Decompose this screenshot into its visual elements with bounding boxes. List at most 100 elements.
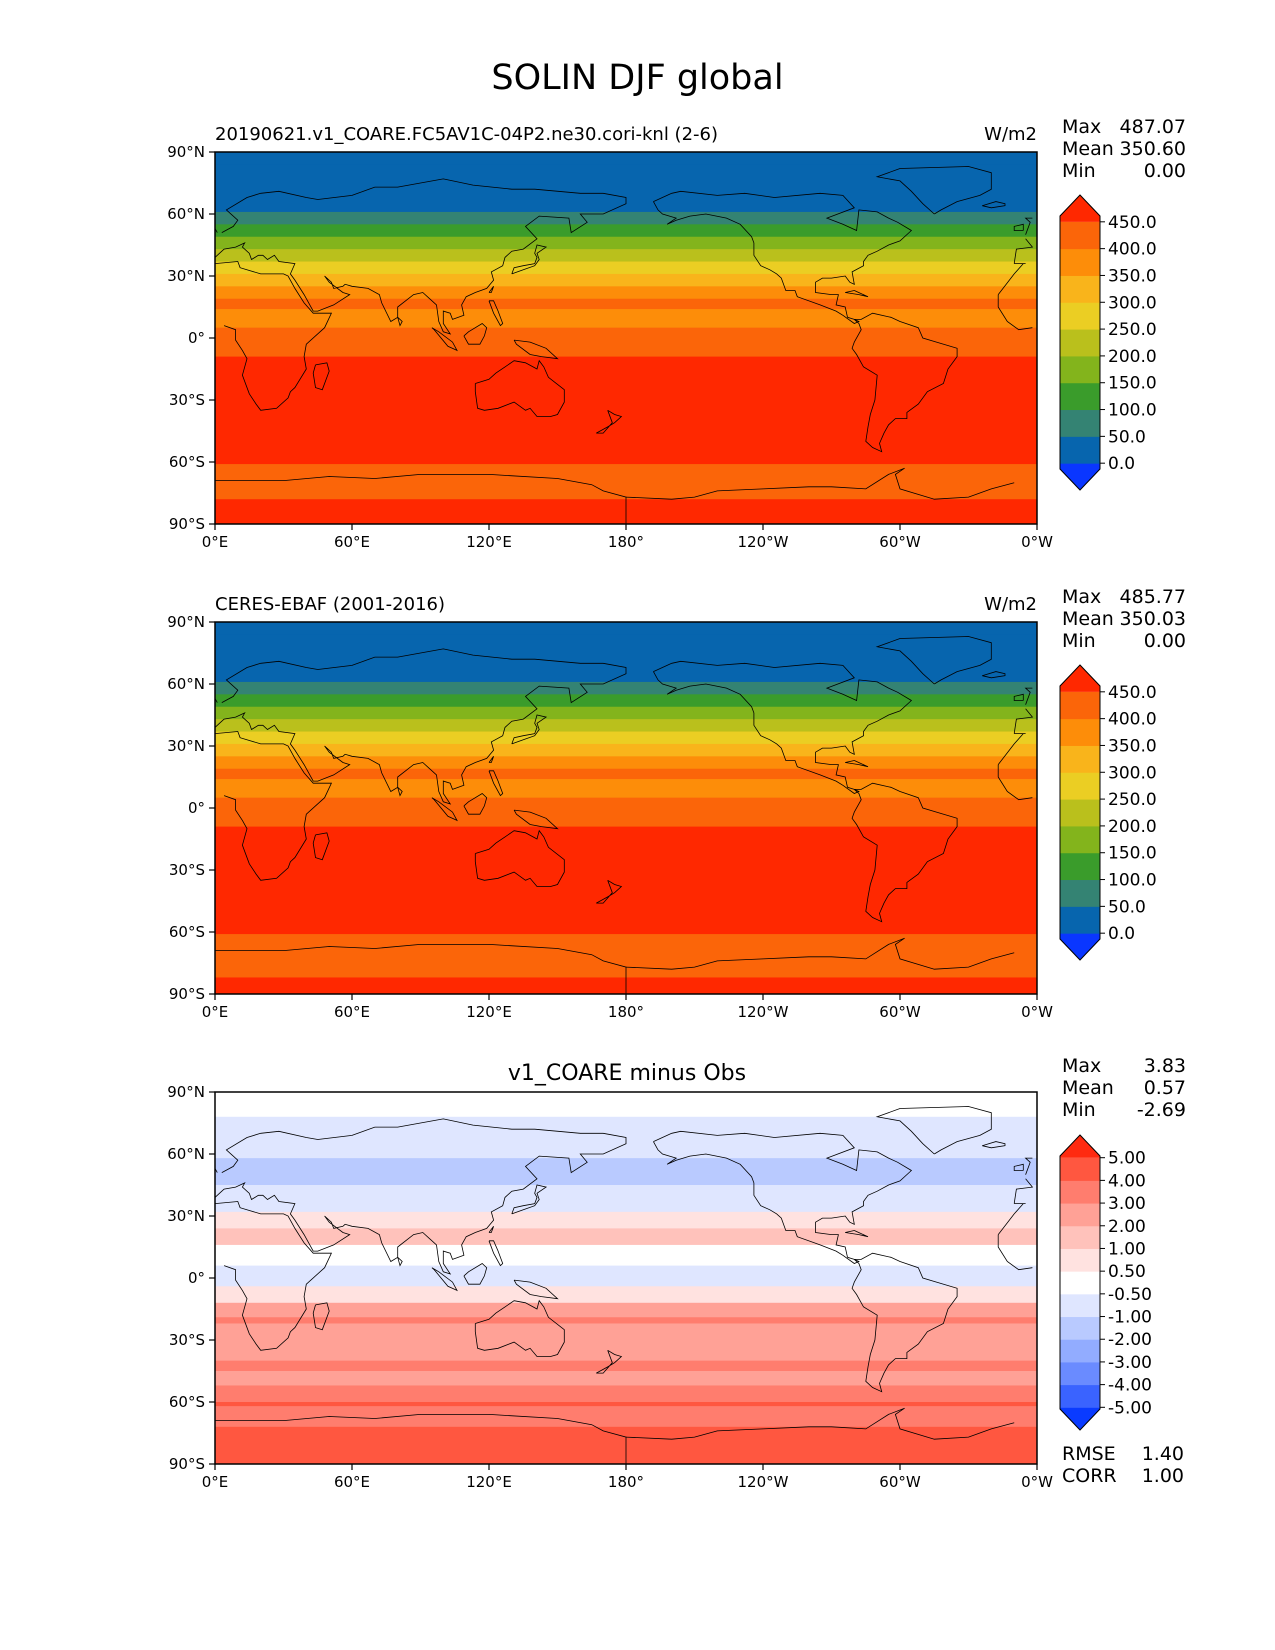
coastline [845, 290, 869, 298]
lat-band [215, 681, 1037, 695]
colorbar-tick-label: 2.00 [1108, 1217, 1146, 1237]
x-tick-label: 120°E [466, 1003, 512, 1021]
lat-band [215, 249, 1037, 263]
x-tick-label: 0°W [1021, 533, 1053, 551]
stat-label: Max [1062, 586, 1102, 608]
metric-rmse: 1.40 [1141, 1443, 1184, 1465]
coastline [1013, 1163, 1024, 1171]
lat-band [215, 211, 1037, 225]
coastline [511, 714, 548, 745]
coastline [488, 770, 504, 797]
coastline [875, 166, 992, 215]
y-tick-label: 30°S [169, 391, 205, 409]
lat-band [215, 1323, 1037, 1362]
colorbar-tick-label: 350.0 [1108, 266, 1157, 286]
lat-band [215, 164, 1037, 213]
y-tick-label: 90°N [167, 613, 205, 631]
x-tick-label: 0°E [202, 1473, 229, 1491]
coastline [596, 1349, 623, 1374]
colorbar-swatch [1060, 355, 1100, 384]
coastline [463, 323, 488, 345]
y-tick-label: 90°N [167, 143, 205, 161]
y-tick-label: 0° [188, 799, 205, 817]
colorbar-tick-label: 4.00 [1108, 1171, 1146, 1191]
lat-band [215, 1406, 1037, 1428]
x-tick-label: 60°W [879, 1473, 921, 1491]
y-tick-label: 0° [188, 329, 205, 347]
lat-band [215, 1116, 1037, 1130]
x-tick-label: 0°W [1021, 1003, 1053, 1021]
colorbar-swatch [1060, 382, 1100, 411]
panel-units: W/m2 [984, 594, 1037, 615]
y-tick-label: 30°N [167, 267, 205, 285]
y-tick-label: 0° [188, 1269, 205, 1287]
lat-band [215, 634, 1037, 683]
coastlines [215, 1106, 1034, 1464]
coastline [431, 797, 458, 822]
coastline [312, 362, 330, 391]
coastline [215, 944, 627, 994]
coastline [1013, 693, 1024, 701]
coastline [982, 671, 1006, 679]
coastline [463, 793, 488, 815]
coastline [431, 327, 458, 352]
colorbar-tick-label: -2.00 [1108, 1330, 1152, 1350]
coastline [214, 731, 1033, 881]
coastline [982, 1141, 1006, 1149]
stat-min: 0.00 [1143, 160, 1186, 182]
coastline [488, 1240, 504, 1267]
stat-label: Max [1062, 1055, 1102, 1077]
axis-ticks: 90°N 60°N 30°N 0° 30°S 60°S 90°S0°E 60°E 120°E 18… [167, 143, 1053, 551]
colorbar: 450.0 400.0 350.0 300.0 250.0 200.0 150.0 100.0… [1059, 664, 1157, 961]
stats-box-obs: Max 485.77 Mean 350.03 Min 0.00 [1062, 586, 1186, 652]
colorbar-swatch [1060, 463, 1100, 490]
lat-band [215, 826, 1037, 935]
colorbar-tick-label: 300.0 [1108, 293, 1157, 313]
coastline [513, 1279, 559, 1300]
panel-left-title: CERES-EBAF (2001-2016) [215, 594, 445, 615]
lat-band [215, 1185, 1037, 1213]
lat-band [215, 1286, 1037, 1304]
lat-band [215, 1385, 1037, 1403]
y-tick-label: 60°S [169, 453, 205, 471]
coastline [488, 286, 494, 293]
colorbar-tick-label: -4.00 [1108, 1376, 1152, 1396]
y-tick-label: 60°N [167, 1145, 205, 1163]
stats-box-diff: Max 3.83 Mean 0.57 Min -2.69 [1062, 1055, 1186, 1121]
colorbar-swatch [1060, 852, 1100, 881]
coastline [214, 178, 1034, 335]
lat-band [215, 719, 1037, 733]
y-tick-label: 30°S [169, 1331, 205, 1349]
coastline [1013, 223, 1024, 231]
coastlines [214, 166, 1034, 524]
colorbar-tick-label: 0.50 [1108, 1262, 1146, 1282]
x-tick-label: 0°E [202, 533, 229, 551]
x-tick-label: 60°W [879, 533, 921, 551]
y-tick-label: 60°N [167, 675, 205, 693]
colorbar-swatch [1060, 1157, 1100, 1181]
metrics-box: RMSE 1.40 CORR 1.00 [1062, 1443, 1184, 1487]
coastline [397, 317, 403, 327]
colorbar-swatch [1060, 248, 1100, 276]
coastline [851, 312, 958, 453]
colorbar-swatch [1060, 718, 1100, 746]
lat-band [215, 1360, 1037, 1372]
y-tick-label: 90°S [169, 985, 205, 1003]
map-field [215, 1092, 1037, 1465]
figure-title: SOLIN DJF global [491, 58, 784, 98]
x-tick-label: 180° [608, 533, 644, 551]
coastline [511, 244, 548, 275]
colorbar-swatch [1060, 1135, 1100, 1158]
y-tick-label: 60°S [169, 1393, 205, 1411]
colorbar: 450.0 400.0 350.0 300.0 250.0 200.0 150.0 100.0… [1059, 194, 1157, 491]
stat-min: -2.69 [1136, 1099, 1186, 1121]
coastline [653, 1130, 913, 1264]
lat-band [215, 622, 1037, 635]
colorbar-tick-label: 50.0 [1108, 427, 1146, 447]
coastline [312, 1302, 330, 1331]
colorbar-tick-label: 250.0 [1108, 790, 1157, 810]
colorbar-tick-label: 400.0 [1108, 240, 1157, 260]
colorbar-tick-label: 450.0 [1108, 683, 1157, 703]
y-tick-label: 90°S [169, 1455, 205, 1473]
colorbar-swatch [1060, 665, 1100, 692]
